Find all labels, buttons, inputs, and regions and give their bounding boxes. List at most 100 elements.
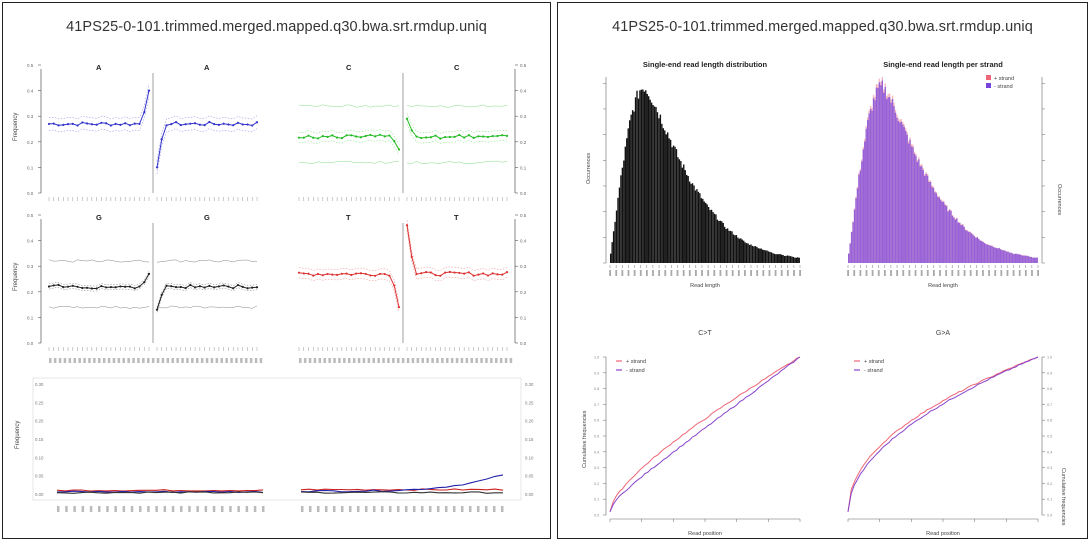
bar-minus — [995, 247, 998, 263]
point — [312, 136, 315, 139]
x-tick-label — [180, 506, 183, 512]
point — [47, 122, 51, 126]
bar — [610, 253, 612, 263]
point — [472, 274, 475, 277]
bar-minus — [1029, 256, 1031, 263]
bar-minus — [988, 245, 990, 263]
bar-minus — [862, 149, 865, 263]
point — [222, 122, 225, 125]
bar — [627, 128, 629, 263]
bar-minus — [871, 110, 873, 264]
x-tick-label — [381, 506, 384, 512]
point — [213, 286, 216, 289]
outer-lower — [406, 160, 508, 164]
x-tick-label — [372, 358, 375, 363]
bar-minus — [878, 82, 881, 263]
band-lower — [48, 96, 150, 133]
x-tick-label — [188, 506, 191, 512]
bar — [669, 139, 672, 263]
bar-minus — [948, 209, 951, 263]
point — [505, 134, 509, 138]
bar-minus — [850, 232, 853, 263]
bar-minus — [1005, 251, 1008, 263]
point — [364, 134, 367, 138]
bar-minus — [1013, 254, 1015, 263]
point — [71, 284, 74, 287]
bar — [652, 105, 654, 263]
mismatch-tick-left: 0.00 — [35, 492, 44, 497]
bar-minus — [991, 245, 993, 263]
mean-line — [299, 134, 400, 150]
x-tick-label — [701, 270, 703, 276]
bar — [732, 234, 735, 263]
base-panel-a: 0.0 0.1 0.2 0.3 0.4 0.5 Frequency A A — [13, 63, 259, 201]
mismatch-tick-right: 0.30 — [525, 382, 534, 387]
outer-lower — [156, 305, 258, 309]
chart-title: Single-end read length distribution — [643, 60, 768, 69]
point — [302, 136, 305, 139]
bar-minus — [910, 146, 913, 263]
point — [124, 285, 127, 288]
bar — [693, 185, 695, 263]
band-lower — [406, 123, 508, 144]
point — [160, 293, 163, 296]
x-tick-label — [253, 506, 257, 512]
bar — [705, 202, 707, 263]
x-tick-label — [205, 358, 209, 363]
band-upper — [299, 129, 400, 145]
band-lower — [48, 276, 150, 292]
ct-cumulative-chart: C>T 0.0 0.1 0.2 0.3 0.4 0.5 0.6 0.7 0.8 0.9 1.0 Cumu… — [582, 330, 801, 537]
point — [397, 148, 401, 151]
bar-minus — [938, 197, 941, 263]
bar — [648, 96, 650, 263]
bar-minus — [861, 161, 863, 263]
bar — [795, 257, 798, 263]
bar-minus — [877, 88, 879, 263]
point — [81, 286, 84, 290]
bar — [757, 248, 760, 263]
x-tick-label — [639, 270, 642, 276]
y-tick-label: 0.4 — [594, 450, 599, 454]
point — [57, 124, 60, 127]
point — [369, 274, 372, 277]
x-tick-label — [176, 358, 179, 363]
bar — [691, 183, 694, 263]
point — [105, 286, 108, 289]
x-tick-label — [865, 270, 868, 276]
bar-minus — [880, 85, 882, 263]
x-tick-label — [225, 358, 228, 363]
x-tick-label — [421, 506, 424, 512]
bar-minus — [960, 225, 962, 263]
bar-minus — [989, 245, 992, 263]
x-tick-label — [975, 270, 978, 276]
bar — [740, 238, 742, 263]
point — [124, 122, 127, 125]
point — [222, 284, 225, 287]
point — [359, 272, 363, 275]
bar — [665, 134, 667, 263]
bar — [656, 112, 659, 264]
bar-minus — [899, 122, 901, 263]
y-tick-label: 0.1 — [594, 498, 599, 502]
x-tick-label — [171, 358, 174, 363]
bar — [760, 248, 762, 263]
freq-tick-label: 0.4 — [27, 239, 34, 244]
point — [496, 273, 499, 276]
bar — [700, 198, 703, 263]
bar-minus — [1032, 257, 1034, 263]
point — [297, 271, 301, 274]
bar — [721, 221, 723, 263]
freq-tick-label: 0.2 — [27, 140, 34, 145]
point — [174, 286, 178, 289]
point — [316, 272, 320, 276]
point — [47, 285, 51, 288]
point — [491, 134, 494, 138]
x-tick-label — [406, 358, 410, 363]
point — [208, 284, 211, 287]
bar — [650, 102, 653, 264]
x-tick-label — [652, 270, 654, 276]
point — [434, 134, 437, 137]
x-tick-label — [156, 358, 160, 363]
minus-strand-curve — [609, 356, 801, 513]
x-tick-label — [431, 358, 434, 363]
